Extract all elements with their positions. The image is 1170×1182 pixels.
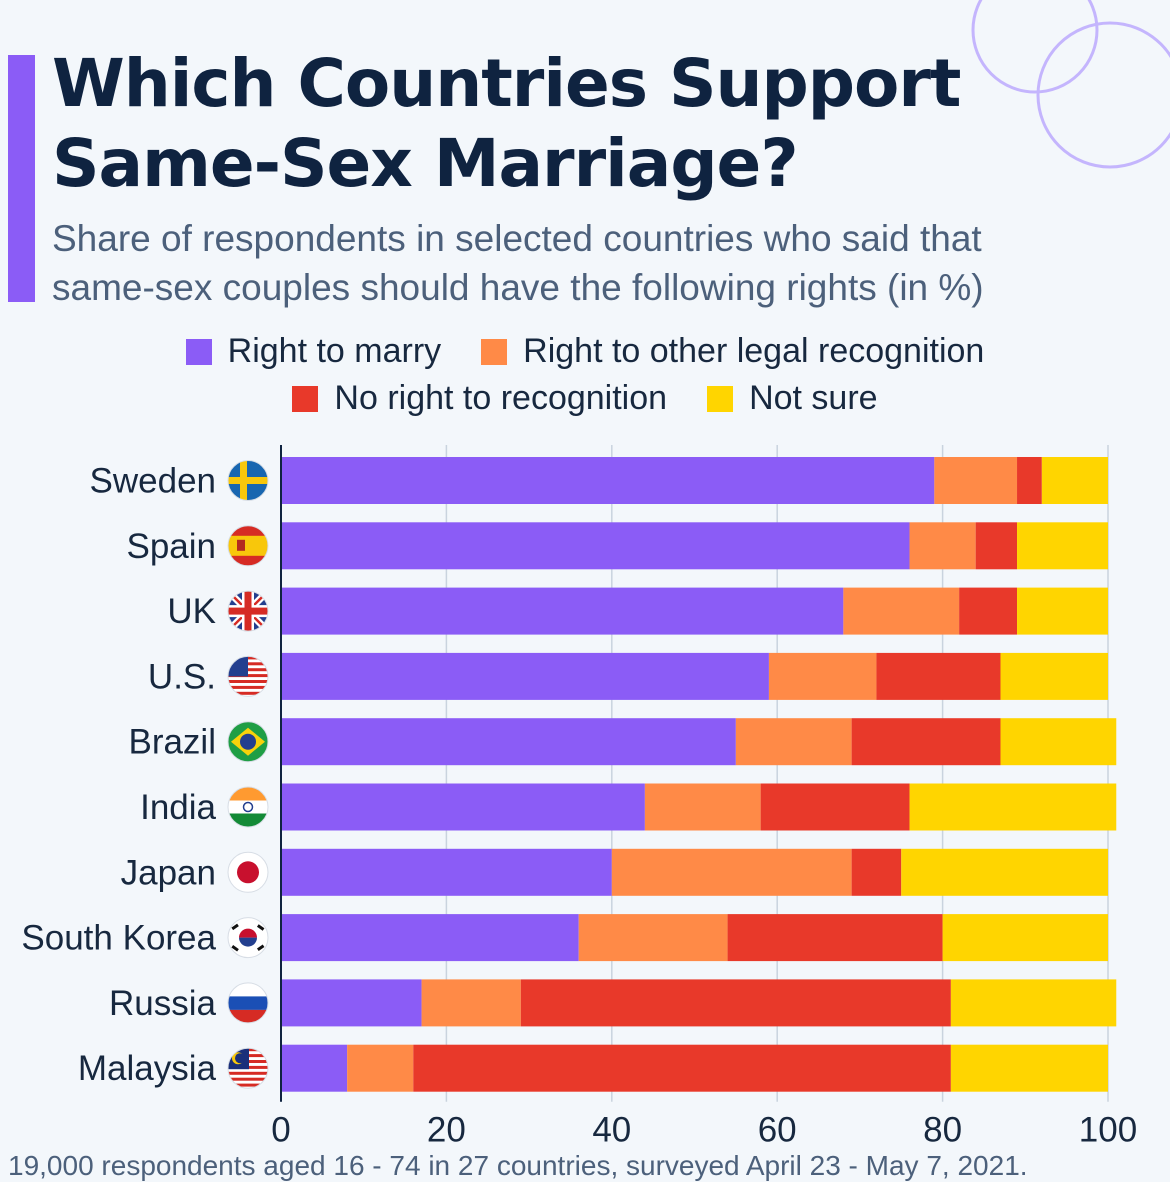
legend-item-other-recognition: Right to other legal recognition [481,332,984,371]
bar-segment [975,522,1018,570]
bar-segment [727,914,943,962]
subtitle: Share of respondents in selected countri… [52,214,1152,312]
bar-segment [347,1044,414,1092]
legend-item-right-to-marry: Right to marry [185,332,442,371]
legend-swatch-other-recognition [481,338,508,365]
brazil-flag-icon [227,721,269,763]
spain-flag-icon [227,525,269,567]
x-tick-label: 40 [592,1111,631,1150]
bar-segment [959,587,1018,635]
category-label: Russia [109,984,217,1023]
legend-swatch-right-to-marry [185,338,212,365]
south-korea-flag-icon [227,917,269,959]
bar-segment [1000,718,1117,766]
category-label: India [140,788,216,827]
x-tick-label: 60 [758,1111,797,1150]
title-line-1: Which Countries Support [52,45,961,122]
legend-label-no-recognition: No right to recognition [334,379,668,417]
us-flag-icon [227,655,269,697]
bar-segment [876,652,1001,700]
bar-segment [950,1044,1108,1092]
india-flag-icon [227,786,269,828]
bar-segment [281,522,910,570]
bar-segment [901,848,1108,896]
bar-segment [281,848,612,896]
bar-segment [281,587,844,635]
bar-segment [413,1044,951,1092]
x-tick-label: 20 [427,1111,466,1150]
accent-bar [8,55,35,302]
bar-segment [1000,652,1108,700]
legend-label-other-recognition: Right to other legal recognition [523,332,985,370]
bar-segment [281,914,579,962]
x-tick-label: 0 [271,1111,290,1150]
bar-segment [611,848,852,896]
bar-segment [1017,522,1108,570]
category-label: UK [167,592,216,631]
decorative-circles-icon [971,0,1170,169]
page-title: Which Countries Support Same-Sex Marriag… [52,44,972,204]
bar-segment [281,979,422,1027]
bar-segment [768,652,877,700]
category-label: Sweden [90,462,216,501]
subtitle-line-1: Share of respondents in selected countri… [52,218,982,259]
malaysia-flag-icon [227,1047,269,1089]
category-label: Spain [126,527,216,566]
legend-label-not-sure: Not sure [749,379,878,417]
bar-segment [1017,457,1042,504]
sweden-flag-icon [227,460,269,501]
bar-segment [1017,587,1108,635]
bar-segment [909,783,1117,831]
category-label: U.S. [148,657,216,696]
bar-segment [851,718,1001,766]
footer-note: 19,000 respondents aged 16 - 74 in 27 co… [8,1150,1028,1181]
bar-segment [578,914,728,962]
russia-flag-icon [227,982,269,1024]
legend-item-no-recognition: No right to recognition [292,379,667,418]
category-label: South Korea [21,919,216,958]
legend-label-right-to-marry: Right to marry [227,332,442,370]
uk-flag-icon [227,590,269,632]
bar-segment [644,783,761,831]
bar-segment [934,457,1018,504]
x-tick-label: 80 [923,1111,962,1150]
bar-segment [281,457,935,504]
legend-swatch-no-recognition [292,385,319,412]
category-label: Malaysia [78,1049,217,1088]
category-label: Brazil [128,723,216,762]
bar-segment [843,587,960,635]
x-tick-label: 100 [1079,1111,1137,1150]
title-line-2: Same-Sex Marriage? [52,125,799,202]
bar-segment [760,783,910,831]
bar-segment [735,718,852,766]
bar-segment [281,783,645,831]
subtitle-line-2: same-sex couples should have the followi… [52,267,984,308]
bar-segment [950,979,1117,1027]
legend-row-1: Right to marry Right to other legal reco… [0,332,1170,371]
legend-item-not-sure: Not sure [707,379,878,418]
bar-segment [281,718,736,766]
bar-segment [421,979,521,1027]
bar-segment [942,914,1108,962]
japan-flag-icon [227,851,269,893]
bar-segment [281,652,769,700]
bar-segment [1041,457,1108,504]
legend-swatch-not-sure [707,385,734,412]
bar-segment [909,522,976,570]
category-label: Japan [121,853,216,892]
bar-segment [520,979,951,1027]
bar-segment [851,848,902,896]
stacked-bar-chart: Sweden Spain UK U.S. Brazil India Japan South K… [21,445,1137,1150]
bar-segment [281,1044,348,1092]
legend-row-2: No right to recognition Not sure [0,379,1170,418]
